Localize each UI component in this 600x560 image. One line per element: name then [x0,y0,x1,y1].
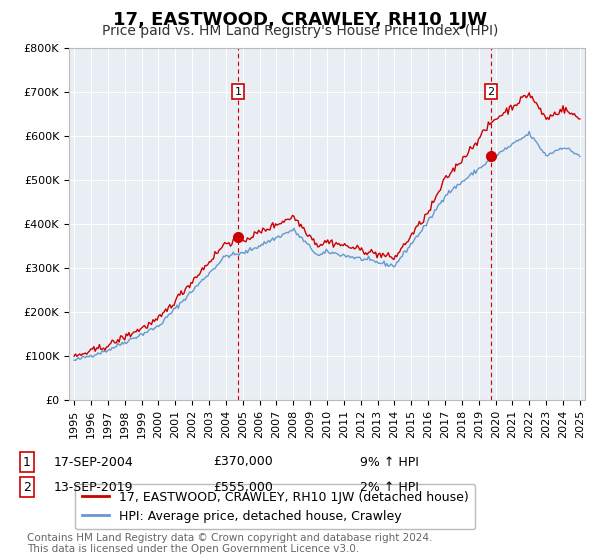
Text: 2% ↑ HPI: 2% ↑ HPI [360,480,419,494]
Text: Price paid vs. HM Land Registry's House Price Index (HPI): Price paid vs. HM Land Registry's House … [102,24,498,38]
Text: 2: 2 [23,480,31,494]
Text: £555,000: £555,000 [213,480,273,494]
Text: £370,000: £370,000 [213,455,273,469]
Text: 17, EASTWOOD, CRAWLEY, RH10 1JW: 17, EASTWOOD, CRAWLEY, RH10 1JW [113,11,487,29]
Text: 1: 1 [235,87,241,97]
Text: 2: 2 [487,87,494,97]
Text: 1: 1 [23,455,31,469]
Text: Contains HM Land Registry data © Crown copyright and database right 2024.
This d: Contains HM Land Registry data © Crown c… [27,533,433,554]
Text: 13-SEP-2019: 13-SEP-2019 [54,480,133,494]
Text: 17-SEP-2004: 17-SEP-2004 [54,455,134,469]
Legend: 17, EASTWOOD, CRAWLEY, RH10 1JW (detached house), HPI: Average price, detached h: 17, EASTWOOD, CRAWLEY, RH10 1JW (detache… [75,484,475,529]
Text: 9% ↑ HPI: 9% ↑ HPI [360,455,419,469]
